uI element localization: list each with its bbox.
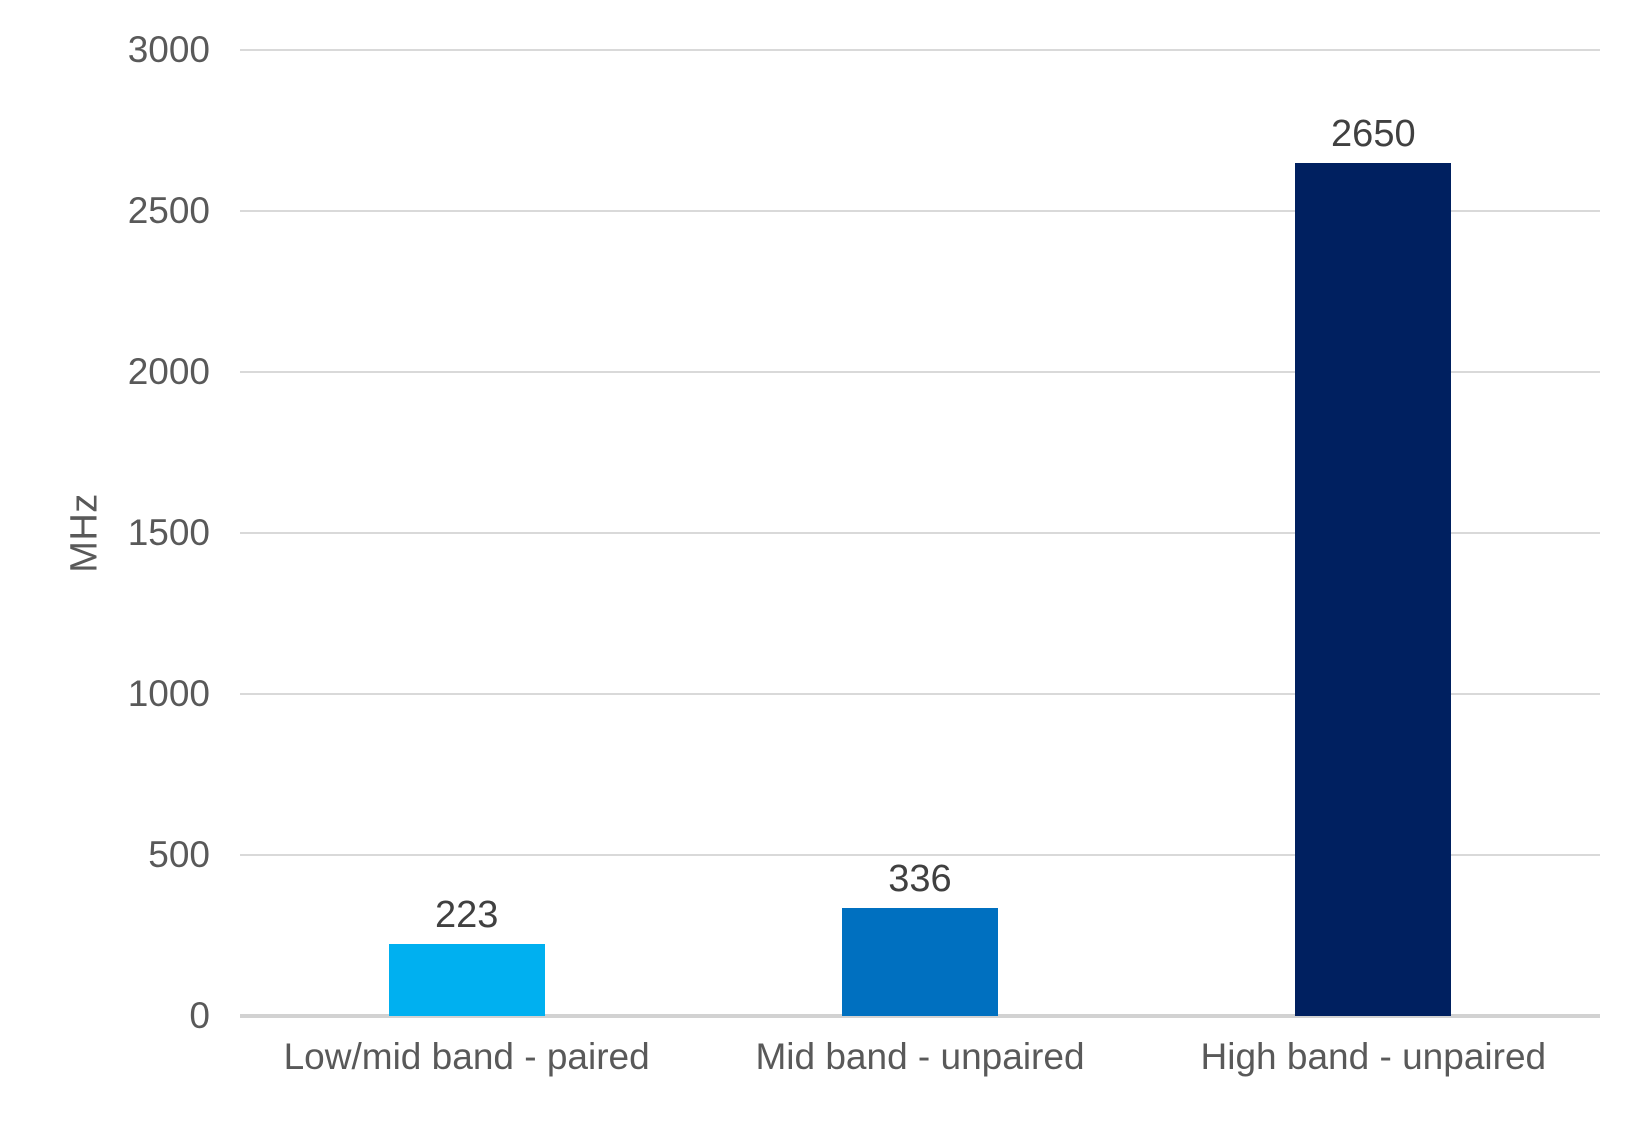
gridline: [240, 371, 1600, 374]
gridline: [240, 854, 1600, 857]
category-slot: 336: [693, 50, 1146, 1016]
y-tick-label: 1000: [127, 673, 210, 714]
category-slot: 2650: [1147, 50, 1600, 1016]
bar-value-label: 2650: [1331, 112, 1416, 155]
y-tick-label: 0: [189, 995, 210, 1036]
y-tick-label: 2000: [127, 351, 210, 392]
y-tick-label: 500: [148, 834, 210, 875]
y-tick-label: 2500: [127, 190, 210, 231]
x-axis-line: [240, 1014, 1600, 1018]
bar-value-label: 336: [888, 857, 952, 900]
y-axis-tick-labels: 0 500 1000 1500 2000 2500 3000: [0, 29, 210, 1036]
x-category-label: Low/mid band - paired: [283, 1036, 650, 1077]
y-tick-label: 3000: [127, 29, 210, 70]
plot-area: 223 336 2650: [240, 49, 1600, 1018]
x-category-label: High band - unpaired: [1200, 1036, 1547, 1077]
bar-value-label: 223: [434, 894, 499, 937]
category-slot: 223: [240, 50, 693, 1016]
gridline: [240, 532, 1600, 534]
gridline: [240, 210, 1600, 212]
bar-slots: 223 336 2650: [240, 50, 1600, 1016]
gridline: [240, 693, 1600, 696]
bar-1: [388, 944, 545, 1016]
bar-3: [1295, 162, 1452, 1016]
x-axis-category-labels: Low/mid band - paired Mid band - unpaired…: [240, 1036, 1600, 1078]
bar-2: [841, 907, 998, 1016]
x-category-label: Mid band - unpaired: [755, 1036, 1085, 1077]
y-tick-label: 1500: [127, 512, 210, 553]
gridline: [240, 49, 1600, 51]
